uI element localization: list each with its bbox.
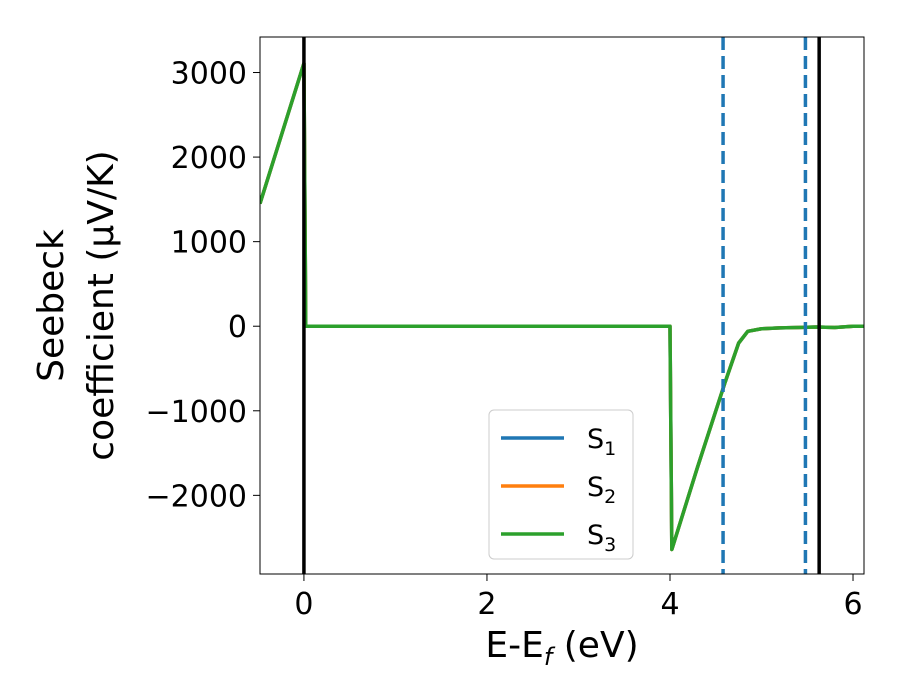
x-axis-label-suffix: (eV) (552, 625, 638, 666)
y-tick-label: 3000 (171, 57, 247, 92)
x-axis-label-prefix: E-E (485, 625, 543, 666)
y-tick-label: 2000 (171, 141, 247, 176)
y-tick-label: 1000 (171, 226, 247, 261)
y-tick-label: 0 (228, 310, 247, 345)
y-tick-label: −1000 (146, 395, 247, 430)
x-tick-label: 4 (660, 587, 679, 622)
plot-lines-layer (260, 61, 864, 552)
x-axis: 0 2 4 6 (294, 574, 863, 622)
plot-frame (259, 36, 865, 575)
y-tick-label: −2000 (146, 479, 247, 514)
y-axis-label: Seebeck coefficient (μV/K) (31, 150, 122, 460)
legend: S1 S2 S3 (488, 409, 634, 560)
vertical-lines-layer (302, 37, 821, 574)
series-line-3 (260, 61, 864, 552)
y-axis: −2000 −1000 0 1000 2000 3000 (146, 57, 260, 514)
y-axis-label-line-2: coefficient (μV/K) (81, 150, 122, 460)
legend-label-1: S1 (587, 424, 616, 460)
legend-label-3: S3 (587, 520, 616, 556)
x-tick-label: 2 (477, 587, 496, 622)
x-axis-label: E-Ef (eV) (485, 625, 638, 671)
legend-label-2: S2 (587, 472, 616, 508)
y-axis-label-line-1: Seebeck (31, 229, 72, 382)
x-tick-label: 0 (294, 587, 313, 622)
x-tick-label: 6 (843, 587, 862, 622)
